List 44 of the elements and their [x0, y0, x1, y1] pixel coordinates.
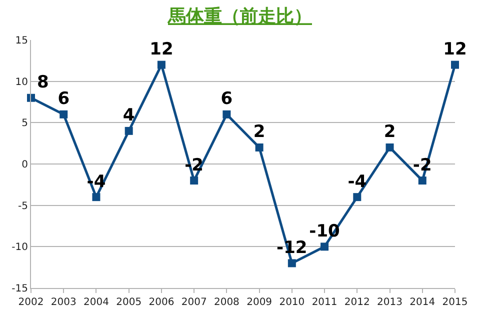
- data-label: 8: [37, 72, 49, 93]
- point: [353, 193, 362, 202]
- x-tick-label: 2007: [181, 297, 207, 308]
- point: [190, 176, 198, 185]
- point: [255, 143, 264, 152]
- data-label: -4: [348, 172, 367, 192]
- point: [92, 193, 100, 202]
- x-tick-label: 2008: [214, 297, 240, 308]
- y-tick-label: 10: [15, 76, 28, 88]
- y-tick-label: 0: [22, 160, 28, 170]
- data-label: 2: [253, 122, 266, 142]
- y-tick-label: 15: [15, 36, 28, 46]
- point: [418, 176, 426, 185]
- y-tick-label: -15: [12, 284, 28, 294]
- y-tick-label: -10: [12, 242, 28, 254]
- x-tick-label: 2015: [442, 297, 468, 308]
- point: [60, 110, 68, 118]
- y-tick-label: -5: [18, 200, 28, 212]
- x-tick-label: 2012: [344, 297, 370, 308]
- point: [222, 110, 231, 118]
- x-tick-label: 2014: [410, 297, 436, 308]
- x-tick-label: 2009: [246, 297, 272, 308]
- x-tick-label: 2003: [50, 297, 76, 308]
- point: [157, 60, 166, 69]
- x-tick-label: 2010: [279, 297, 305, 308]
- point: [288, 259, 296, 268]
- chart-title: 馬体重（前走比）: [167, 6, 312, 28]
- point: [451, 60, 459, 69]
- x-tick-label: 2004: [84, 297, 109, 308]
- data-label: 6: [58, 89, 70, 110]
- data-label: 4: [122, 106, 135, 126]
- x-tick-label: 2005: [116, 297, 142, 308]
- data-label: 12: [443, 40, 467, 60]
- x-tick-label: 2006: [148, 297, 174, 308]
- point: [124, 126, 133, 135]
- data-label: 2: [384, 122, 396, 142]
- x-tick-label: 2013: [377, 297, 402, 308]
- x-tick-label: 2011: [312, 297, 338, 308]
- point: [320, 242, 329, 251]
- point: [386, 143, 394, 152]
- data-label: 12: [150, 40, 174, 60]
- y-tick-label: 5: [22, 118, 28, 130]
- data-label: 6: [220, 89, 233, 110]
- x-tick-label: 2002: [18, 297, 44, 308]
